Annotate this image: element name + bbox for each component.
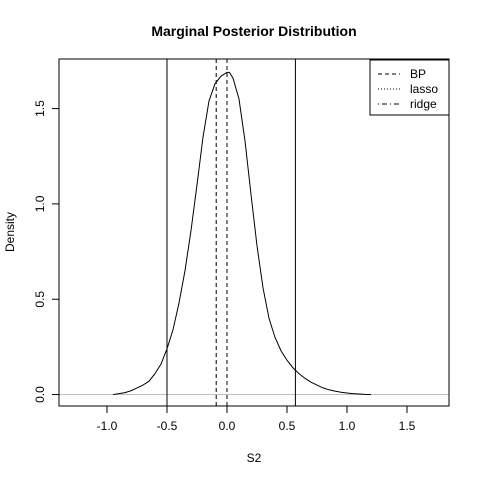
y-axis-label: Density [3,212,17,252]
y-tick-label-1: 0.5 [33,291,47,308]
chart-title: Marginal Posterior Distribution [151,23,356,39]
y-tick-label-3: 1.5 [33,100,47,117]
plot-area: -1.0 -0.5 0.0 0.5 1.0 1.5 0.0 0.5 1.0 1.5 [33,58,450,433]
legend-label-lasso: lasso [410,82,438,96]
legend-box [369,59,450,116]
y-tick-label-0: 0.0 [33,386,47,403]
legend-item-bp: BP [378,67,426,81]
x-axis-label: S2 [247,451,262,465]
y-tick-label-2: 1.0 [33,195,47,212]
x-tick-label-0: -1.0 [97,419,118,433]
legend-item-ridge: ridge [378,97,437,111]
legend-label-bp: BP [410,67,426,81]
legend-item-lasso: lasso [378,82,438,96]
density-curve-0 [112,71,372,396]
legend: BP lasso ridge [369,59,450,116]
x-tick-label-1: -0.5 [157,419,178,433]
x-tick-label-2: 0.0 [219,419,236,433]
x-tick-label-3: 0.5 [279,419,296,433]
legend-label-ridge: ridge [410,97,437,111]
x-tick-label-5: 1.5 [399,419,416,433]
x-tick-label-4: 1.0 [339,419,356,433]
